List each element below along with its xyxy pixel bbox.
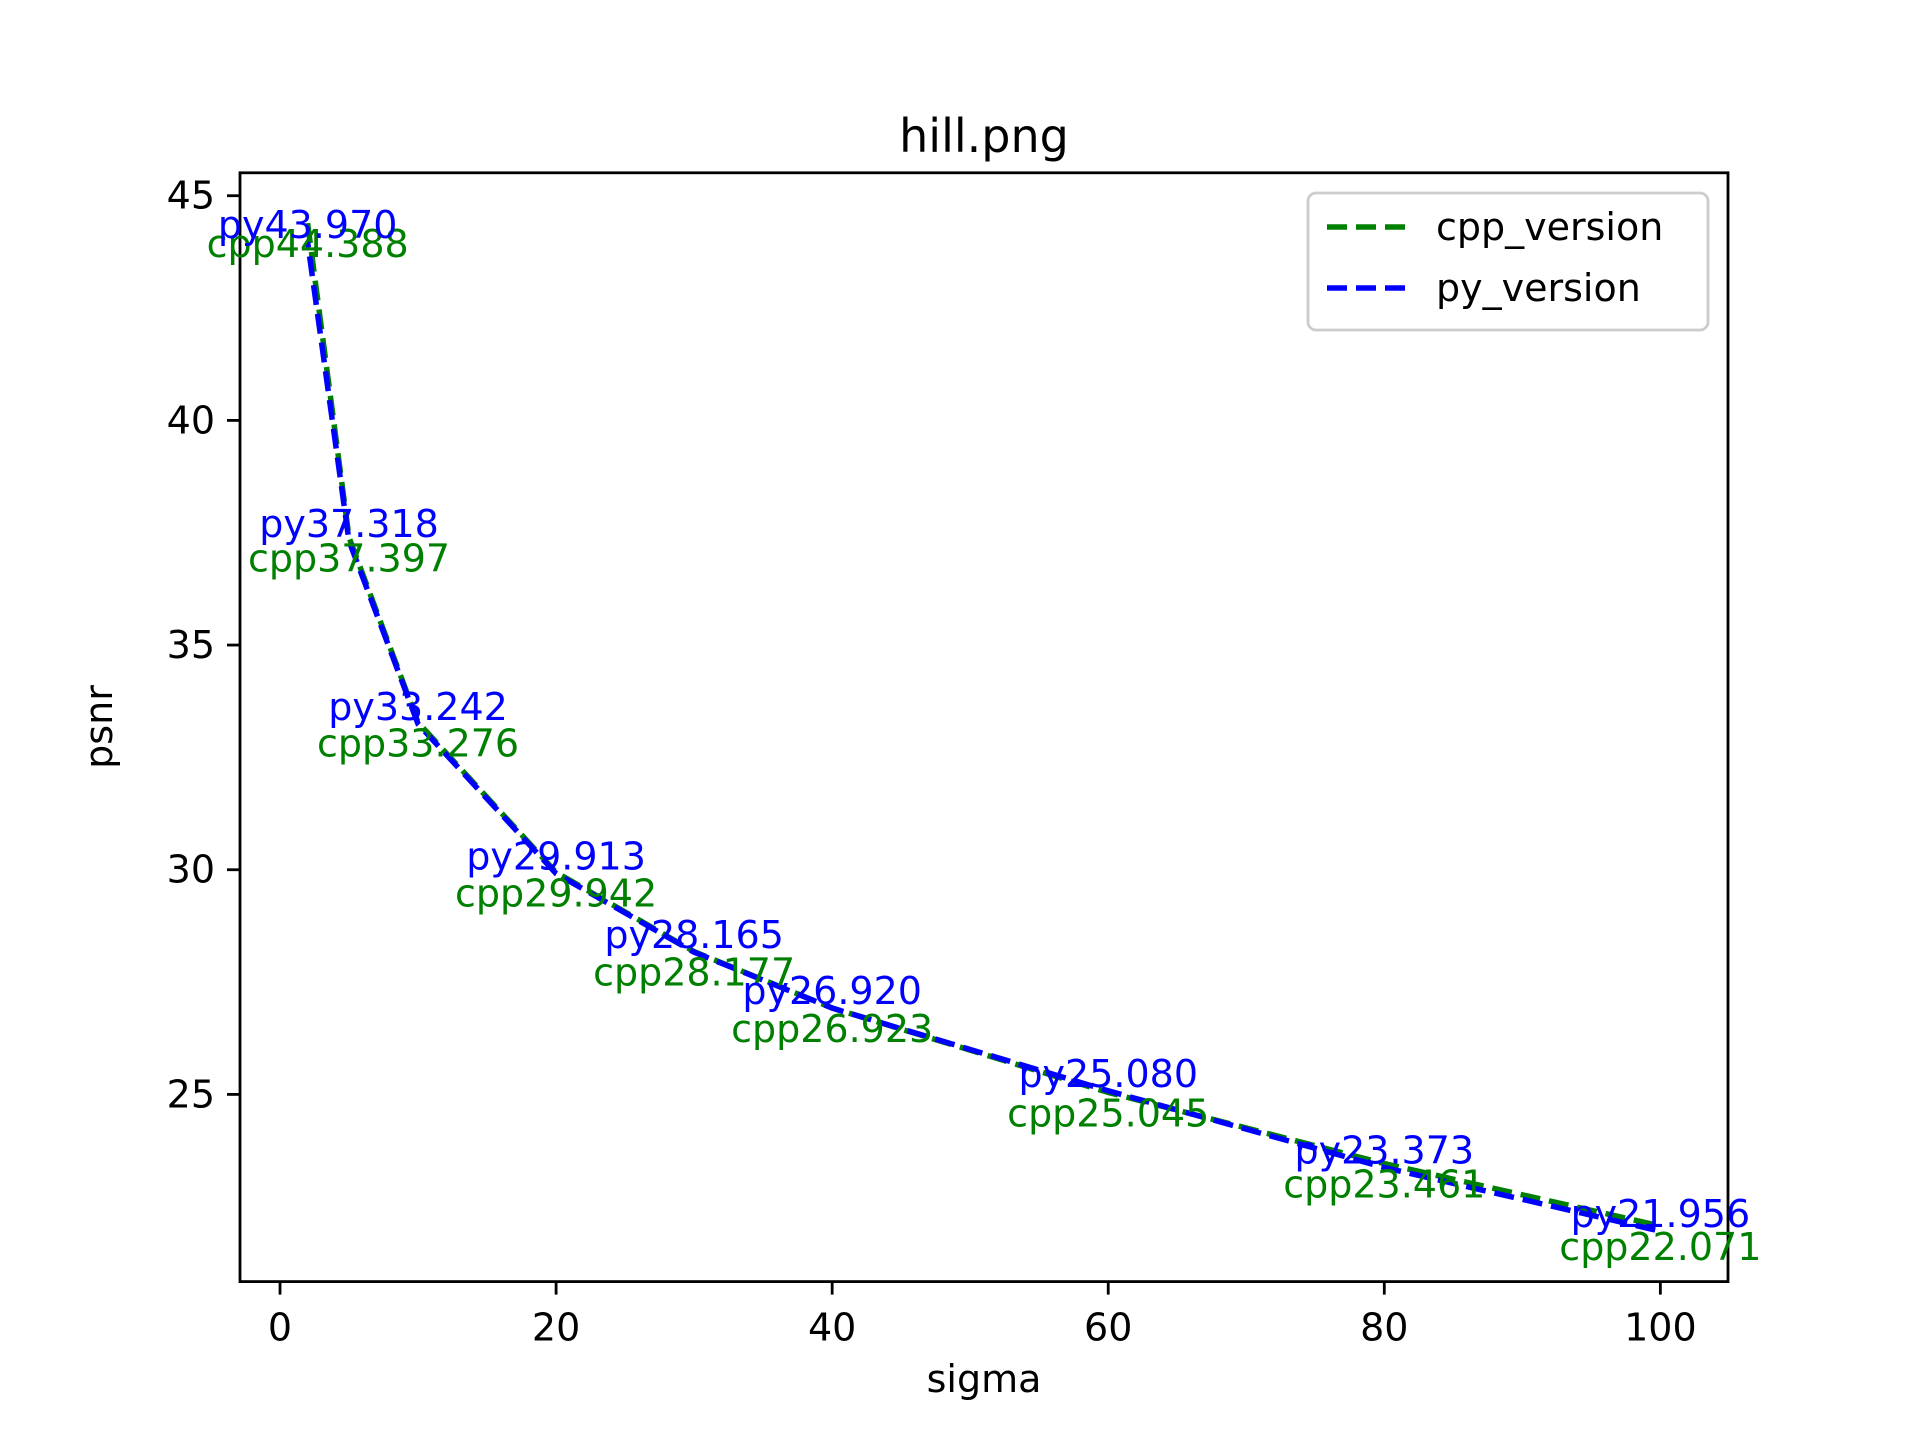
py-point-label: py21.956 xyxy=(1571,1192,1751,1236)
plot-border xyxy=(238,171,1730,1284)
axes-layer: 0 20 40 60 80 100 25 30 35 40 45 xyxy=(167,171,1730,1350)
y-tick-label: 35 xyxy=(167,623,215,667)
py-point-label: py23.373 xyxy=(1295,1129,1475,1173)
y-tick-label: 30 xyxy=(167,848,215,892)
legend-box xyxy=(1306,191,1710,332)
py-version-line xyxy=(304,241,1662,1234)
py-point-label: py26.920 xyxy=(742,969,922,1013)
cpp-point-label: cpp25.045 xyxy=(1007,1091,1209,1135)
py-point-label: py33.242 xyxy=(328,685,508,729)
x-tick-label: 100 xyxy=(1624,1306,1697,1350)
legend-label-cpp_version: cpp_version xyxy=(1436,205,1663,249)
legend: cpp_version py_version xyxy=(1306,191,1710,332)
cpp-point-label: cpp29.942 xyxy=(455,871,657,915)
point-label-layer: cpp44.388 cpp37.397 cpp33.276 cpp29.942 cpp2… xyxy=(207,203,1762,1269)
legend-label-py_version: py_version xyxy=(1436,266,1641,310)
py-point-label: py43.970 xyxy=(218,203,398,247)
x-tick-label: 20 xyxy=(532,1306,580,1350)
py-point-label: py29.913 xyxy=(466,835,646,879)
cpp-point-label: cpp22.071 xyxy=(1559,1225,1761,1269)
y-tick-label: 45 xyxy=(167,174,215,218)
x-tick-label: 60 xyxy=(1084,1306,1132,1350)
py-point-label: py25.080 xyxy=(1018,1052,1198,1096)
series-layer xyxy=(304,222,1662,1234)
cpp-point-label: cpp44.388 xyxy=(207,222,409,266)
cpp-point-label: cpp28.177 xyxy=(593,951,795,995)
cpp-point-label: cpp37.397 xyxy=(248,536,450,580)
y-axis-label: psnr xyxy=(77,685,121,769)
cpp-point-label: cpp23.461 xyxy=(1283,1163,1485,1207)
cpp-point-label: cpp33.276 xyxy=(317,722,519,766)
x-tick-label: 80 xyxy=(1360,1306,1408,1350)
py-point-label: py37.318 xyxy=(259,502,439,546)
x-tick-label: 40 xyxy=(808,1306,856,1350)
cpp-point-label: cpp26.923 xyxy=(731,1007,933,1051)
chart-title: hill.png xyxy=(899,109,1069,163)
y-tick-label: 25 xyxy=(167,1072,215,1116)
x-tick-label: 0 xyxy=(268,1306,292,1350)
py-point-label: py28.165 xyxy=(604,913,784,957)
y-tick-label: 40 xyxy=(167,398,215,442)
x-axis-label: sigma xyxy=(927,1357,1042,1401)
